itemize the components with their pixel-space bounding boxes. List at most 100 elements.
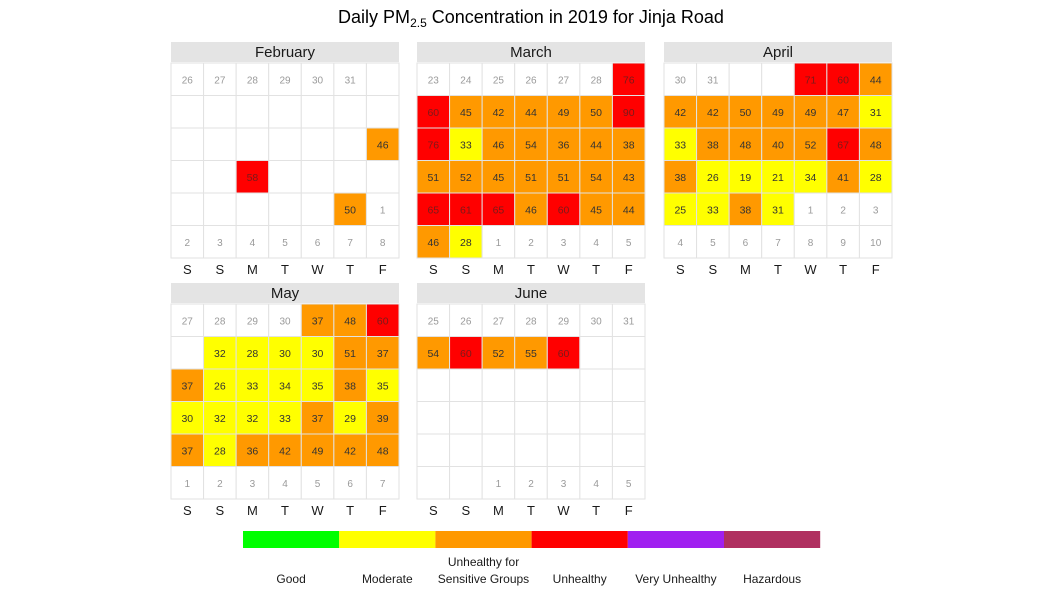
day-number-label: 2 [217, 479, 223, 490]
pm25-value-label: 33 [279, 413, 291, 425]
day-number-label: 30 [675, 75, 687, 86]
legend-swatch [627, 531, 724, 548]
day-cell [514, 95, 548, 129]
pm25-value-label: 48 [377, 445, 389, 457]
pm25-value-label: 21 [772, 172, 784, 184]
day-cell [663, 127, 698, 161]
day-number-label: 29 [558, 316, 570, 327]
day-number-label: 25 [428, 316, 440, 327]
day-cell [416, 368, 451, 402]
day-number-label: 26 [182, 75, 194, 86]
day-cell [170, 433, 205, 467]
month-panel-february: February 26 27 28 29 30 31 46 58 50 1 2 3 4 5 6 7 8 S S M T W T… [170, 42, 400, 277]
day-number-label: 7 [380, 479, 386, 490]
weekday-label: T [346, 262, 354, 277]
day-cell [481, 401, 516, 435]
pm25-value-label: 37 [312, 315, 324, 327]
day-cell [268, 225, 302, 259]
month-name: April [763, 44, 793, 61]
day-cell [579, 433, 613, 467]
day-cell [300, 401, 335, 435]
pm25-value-label: 34 [279, 380, 291, 392]
pm25-value-label: 46 [525, 204, 537, 216]
pm25-value-label: 42 [674, 107, 686, 119]
day-cell [728, 95, 763, 129]
weekday-label: F [872, 262, 880, 277]
day-number-label: 24 [460, 75, 472, 86]
day-cell [365, 433, 400, 467]
day-cell [170, 368, 205, 402]
day-cell [858, 192, 893, 226]
pm25-value-label: 42 [344, 445, 356, 457]
day-cell [416, 466, 451, 500]
pm25-value-label: 50 [344, 204, 356, 216]
day-cell [481, 368, 516, 402]
day-cell [579, 368, 613, 402]
pm25-value-label: 49 [805, 107, 817, 119]
legend-label: Hazardous [743, 572, 801, 586]
day-cell [663, 160, 698, 194]
day-cell [235, 95, 270, 129]
pm25-value-label: 38 [740, 204, 752, 216]
weekday-label: M [247, 262, 258, 277]
day-cell [333, 160, 367, 194]
day-cell [203, 95, 237, 129]
day-number-label: 31 [345, 75, 357, 86]
day-cell [728, 225, 763, 259]
day-number-label: 5 [626, 479, 632, 490]
weekday-label: S [216, 262, 225, 277]
day-number-label: 3 [873, 205, 879, 216]
pm25-value-label: 65 [493, 204, 505, 216]
day-cell [728, 192, 763, 226]
weekday-label: S [183, 503, 192, 518]
day-cell [761, 160, 795, 194]
day-cell [449, 401, 483, 435]
day-cell [170, 225, 205, 259]
weekday-label: S [676, 262, 685, 277]
day-cell [481, 466, 516, 500]
day-cell [449, 62, 483, 96]
chart-title-suffix: Concentration in 2019 for Jinja Road [427, 7, 724, 27]
pm25-value-label: 48 [740, 139, 752, 151]
weekday-label: S [216, 503, 225, 518]
day-number-label: 4 [678, 238, 684, 249]
weekday-label: T [527, 503, 535, 518]
pm25-value-label: 37 [181, 380, 193, 392]
pm25-value-label: 45 [460, 107, 472, 119]
day-cell [611, 433, 646, 467]
day-number-label: 3 [561, 479, 567, 490]
day-number-label: 3 [250, 479, 256, 490]
day-cell [333, 62, 367, 96]
weekday-label: S [709, 262, 718, 277]
day-cell [761, 192, 795, 226]
pm25-value-label: 33 [707, 204, 719, 216]
day-cell [579, 466, 613, 500]
pm25-value-label: 71 [805, 74, 817, 86]
day-cell [416, 62, 451, 96]
day-cell [333, 95, 367, 129]
pm25-value-label: 31 [870, 107, 882, 119]
pm25-value-label: 44 [870, 74, 882, 86]
day-cell [514, 303, 548, 337]
month-header [417, 283, 645, 303]
day-cell [170, 127, 205, 161]
pm25-value-label: 38 [344, 380, 356, 392]
pm25-value-label: 50 [590, 107, 602, 119]
pm25-value-label: 51 [558, 172, 570, 184]
day-number-label: 4 [593, 479, 599, 490]
day-cell [203, 127, 237, 161]
weekday-label: F [625, 503, 633, 518]
day-cell [203, 466, 237, 500]
day-cell [793, 160, 828, 194]
pm25-value-label: 35 [377, 380, 389, 392]
weekday-label: T [527, 262, 535, 277]
day-cell [546, 336, 581, 370]
day-cell [235, 401, 270, 435]
legend-swatch [724, 531, 821, 548]
day-cell [579, 303, 613, 337]
day-number-label: 4 [593, 238, 599, 249]
day-cell [696, 160, 730, 194]
day-number-label: 4 [250, 238, 256, 249]
day-number-label: 2 [528, 479, 534, 490]
day-cell [333, 192, 367, 226]
